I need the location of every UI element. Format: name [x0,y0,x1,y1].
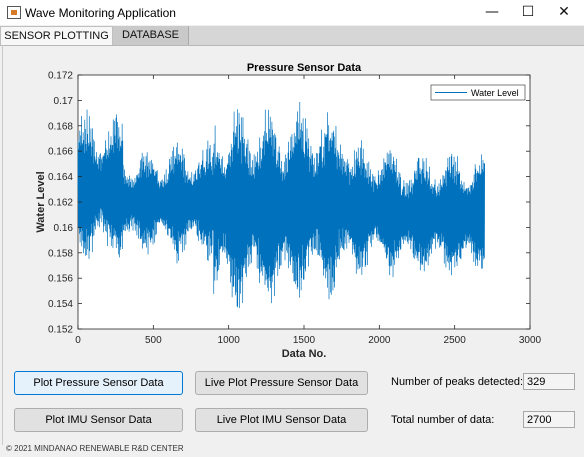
tab-panel [2,45,581,445]
y-tick-label: 0.168 [48,121,73,132]
x-axis-label: Data No. [282,348,327,360]
legend-label: Water Level [471,88,519,98]
maximize-button[interactable]: ☐ [521,4,535,20]
x-tick-label: 2500 [444,335,467,346]
window-title: Wave Monitoring Application [25,6,176,20]
x-tick-label: 1000 [218,335,241,346]
peaks-value: 329 [523,373,575,390]
y-tick-label: 0.162 [48,198,73,209]
close-button[interactable]: ✕ [558,4,570,20]
chart-title: Pressure Sensor Data [247,62,362,74]
live-plot-imu-button[interactable]: Live Plot IMU Sensor Data [195,408,368,432]
title-bar: Wave Monitoring Application — ☐ ✕ [0,0,584,25]
tab-bar: SENSOR PLOTTING DATABASE [0,26,584,46]
plot-pressure-button[interactable]: Plot Pressure Sensor Data [14,371,183,395]
legend-box [430,84,526,101]
tab-sensor-plotting[interactable]: SENSOR PLOTTING [0,26,113,45]
y-tick-label: 0.158 [48,248,73,259]
y-tick-label: 0.166 [48,147,73,158]
plot-imu-button[interactable]: Plot IMU Sensor Data [14,408,183,432]
series-line-water-level [77,101,485,309]
total-label: Total number of data: [391,414,495,426]
y-tick-label: 0.16 [54,223,74,234]
x-tick-label: 3000 [519,335,542,346]
x-tick-label: 500 [145,335,162,346]
y-axis-label: Water Level [35,171,47,232]
x-tick-label: 1500 [293,335,316,346]
footer-copyright: © 2021 MINDANAO RENEWABLE R&D CENTER [6,444,184,453]
total-value: 2700 [523,411,575,428]
live-plot-pressure-button[interactable]: Live Plot Pressure Sensor Data [195,371,368,395]
y-tick-label: 0.152 [48,325,73,336]
y-tick-label: 0.172 [48,71,73,82]
y-tick-label: 0.164 [48,172,73,183]
y-tick-label: 0.154 [48,299,73,310]
y-tick-label: 0.17 [54,96,74,107]
x-tick-label: 0 [75,335,81,346]
tab-database[interactable]: DATABASE [113,26,189,45]
y-tick-label: 0.156 [48,274,73,285]
app-icon [7,6,21,19]
x-tick-label: 2000 [368,335,391,346]
peaks-label: Number of peaks detected: [391,376,524,388]
minimize-button[interactable]: — [485,4,499,20]
